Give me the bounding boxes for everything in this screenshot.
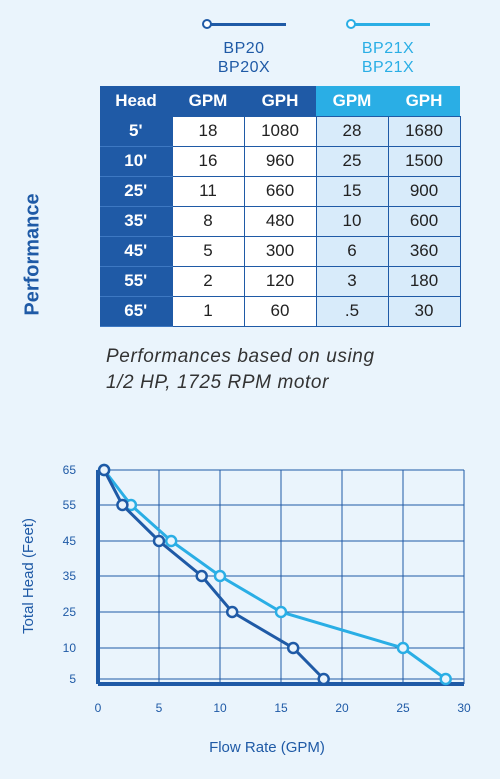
legend-line-bp20 — [208, 23, 286, 26]
performance-note: Performances based on using 1/2 HP, 1725… — [106, 344, 375, 396]
legend-line-bp21x — [352, 23, 430, 26]
x-tick-label: 20 — [335, 701, 349, 715]
data-point-bp21x — [439, 672, 452, 686]
y-tick-label: 55 — [63, 498, 77, 512]
x-tick-label: 15 — [274, 701, 288, 715]
data-point-bp21x — [396, 641, 410, 655]
y-tick-label: 65 — [63, 463, 77, 477]
gph-cell: 1080 — [243, 115, 317, 147]
gph-cell: 60 — [243, 295, 317, 327]
x-axis-title: Flow Rate (GPM) — [209, 739, 325, 756]
table-header-row: Head GPM GPH GPM GPH — [100, 86, 460, 116]
table-row: 5' 18 1080 28 1680 — [100, 115, 461, 147]
performance-table: Head GPM GPH GPM GPH 5' 18 1080 28 1680 … — [100, 86, 461, 327]
data-point-bp20 — [97, 463, 111, 477]
y-axis-title: Total Head (Feet) — [20, 518, 37, 634]
head-cell: 45' — [100, 236, 172, 267]
x-tick-label: 30 — [457, 701, 471, 715]
gph-cell: 900 — [387, 175, 461, 207]
performance-chart: 0 5 10 15 20 25 30 5 10 25 35 45 55 65 Flow Rate (GPM)… — [20, 463, 471, 756]
head-cell: 10' — [100, 146, 172, 177]
note-line-1: Performances based on using — [106, 346, 375, 367]
gpm-cell: .5 — [315, 295, 389, 327]
header-gph-bp20: GPH — [244, 86, 316, 116]
gph-cell: 1680 — [387, 115, 461, 147]
gpm-cell: 3 — [315, 265, 389, 297]
header-gpm-bp20: GPM — [172, 86, 244, 116]
gpm-cell: 18 — [171, 115, 245, 147]
y-tick-label: 25 — [63, 605, 77, 619]
legend-marker-bp21x — [346, 19, 356, 29]
gph-cell: 30 — [387, 295, 461, 327]
table-row: 10' 16 960 25 1500 — [100, 145, 461, 177]
gph-cell: 480 — [243, 205, 317, 237]
data-point-bp20 — [152, 534, 166, 548]
legend-label-bp21x-b: BP21X — [361, 59, 415, 76]
data-point-bp20 — [195, 569, 208, 583]
gpm-cell: 28 — [315, 115, 389, 147]
y-tick-label: 10 — [63, 641, 77, 655]
gph-cell: 360 — [387, 235, 461, 267]
header-gpm-bp21x: GPM — [316, 86, 388, 116]
legend-marker-bp20 — [202, 19, 212, 29]
head-cell: 5' — [100, 116, 172, 147]
gpm-cell: 1 — [171, 295, 245, 327]
data-point-bp20 — [286, 641, 300, 655]
table-row: 65' 1 60 .5 30 — [100, 295, 461, 327]
table-row: 55' 2 120 3 180 — [100, 265, 461, 297]
data-point-bp21x — [274, 605, 288, 619]
head-cell: 35' — [100, 206, 172, 237]
gpm-cell: 6 — [315, 235, 389, 267]
gpm-cell: 5 — [171, 235, 245, 267]
gph-cell: 180 — [387, 265, 461, 297]
note-line-2: 1/2 HP, 1725 RPM motor — [106, 372, 330, 393]
gph-cell: 960 — [243, 145, 317, 177]
gpm-cell: 2 — [171, 265, 245, 297]
y-tick-label: 45 — [63, 534, 77, 548]
performance-label: Performance — [21, 193, 44, 316]
head-cell: 25' — [100, 176, 172, 207]
gpm-cell: 25 — [315, 145, 389, 177]
data-point-bp20 — [116, 498, 129, 512]
gph-cell: 300 — [243, 235, 317, 267]
gpm-cell: 10 — [315, 205, 389, 237]
gph-cell: 120 — [243, 265, 317, 297]
x-tick-label: 5 — [156, 701, 163, 715]
table-row: 45' 5 300 6 360 — [100, 235, 461, 267]
legend-label-bp20x: BP20X — [217, 59, 271, 76]
header-head: Head — [100, 86, 172, 116]
x-tick-label: 0 — [95, 701, 102, 715]
gph-cell: 660 — [243, 175, 317, 207]
data-point-bp21x — [164, 534, 178, 548]
y-tick-label: 35 — [63, 569, 77, 583]
gpm-cell: 16 — [171, 145, 245, 177]
x-tick-label: 10 — [213, 701, 227, 715]
table-row: 25' 11 660 15 900 — [100, 175, 461, 207]
head-cell: 65' — [100, 296, 172, 327]
data-point-bp20 — [225, 605, 239, 619]
y-tick-label: 5 — [69, 672, 76, 686]
gpm-cell: 8 — [171, 205, 245, 237]
header-gph-bp21x: GPH — [388, 86, 460, 116]
data-point-bp21x — [213, 569, 227, 583]
table-row: 35' 8 480 10 600 — [100, 205, 461, 237]
gpm-cell: 11 — [171, 175, 245, 207]
head-cell: 55' — [100, 266, 172, 297]
legend-label-bp21x-a: BP21X — [361, 40, 415, 57]
gph-cell: 600 — [387, 205, 461, 237]
legend-label-bp20: BP20 — [223, 40, 265, 57]
gpm-cell: 15 — [315, 175, 389, 207]
data-point-bp20 — [317, 672, 330, 686]
gph-cell: 1500 — [387, 145, 461, 177]
x-tick-label: 25 — [396, 701, 410, 715]
